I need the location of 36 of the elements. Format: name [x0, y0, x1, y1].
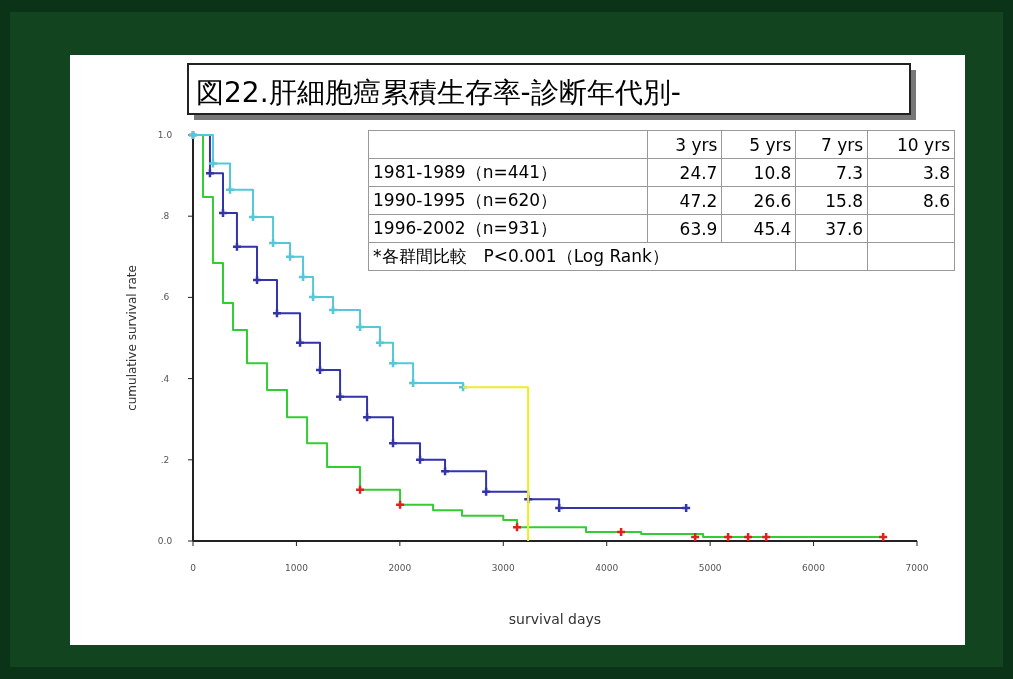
annotation: 24.7 — [647, 158, 722, 187]
y-tick-label: 0.0 — [157, 536, 173, 546]
annotation: *各群間比較 P<0.001（Log Rank） — [368, 242, 796, 271]
annotation: 63.9 — [647, 214, 722, 243]
x-tick-label: 5000 — [698, 563, 722, 573]
annotation: 47.2 — [647, 186, 722, 215]
y-tick-label: .6 — [160, 292, 170, 303]
chart-title: 図22.肝細胞癌累積生存率-診断年代別- — [196, 76, 681, 109]
y-axis-title: cumulative survival rate — [125, 265, 139, 411]
y-tick-label: .2 — [160, 454, 170, 465]
x-tick-label: 7000 — [905, 563, 929, 573]
x-tick-label: 1000 — [284, 563, 309, 573]
annotation: 15.8 — [795, 186, 868, 215]
annotation: 1996-2002（n=931） — [368, 214, 648, 243]
text: 3.8 — [867, 158, 955, 187]
y-tick-label: .4 — [160, 373, 170, 384]
annotation: 7.3 — [795, 158, 868, 187]
x-tick-label: 6000 — [802, 563, 826, 573]
x-tick-label: 4000 — [595, 563, 619, 573]
x-tick-label: 2000 — [388, 563, 412, 573]
annotation: 10.8 — [721, 158, 796, 187]
x-tick-label: 3000 — [491, 563, 516, 573]
y-tick-label: 1.0 — [157, 130, 173, 140]
y-tick-label: .8 — [160, 211, 170, 222]
x-axis-title: survival days — [508, 611, 602, 627]
annotation: 45.4 — [721, 214, 796, 243]
annotation: 1990-1995（n=620） — [368, 186, 648, 215]
text: 8.6 — [867, 186, 955, 215]
annotation: 5 yrs — [721, 130, 796, 159]
annotation: 3 yrs — [647, 130, 722, 159]
annotation: 7 yrs — [795, 130, 868, 159]
annotation: 10 yrs — [867, 130, 955, 159]
x-tick-label: 0 — [190, 563, 197, 573]
annotation: 37.6 — [795, 214, 868, 243]
annotation: 1981-1989（n=441） — [368, 158, 648, 187]
annotation: 26.6 — [721, 186, 796, 215]
